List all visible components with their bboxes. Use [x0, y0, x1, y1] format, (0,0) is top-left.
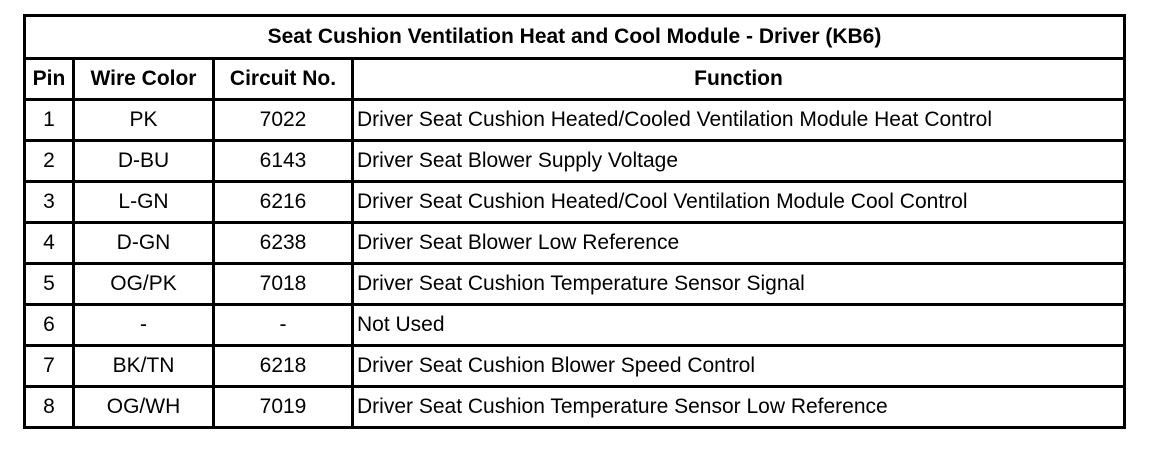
- table-row: 7 BK/TN 6218 Driver Seat Cushion Blower Spe…: [23, 344, 1126, 388]
- circuit-no-cell: 7019: [212, 385, 354, 429]
- wire-color-cell: BK/TN: [72, 344, 215, 388]
- table-row: 1 PK 7022 Driver Seat Cushion Heated/Cooled…: [23, 98, 1126, 142]
- circuit-no-cell: 7018: [212, 262, 354, 306]
- function-cell: Not Used: [351, 303, 1126, 347]
- pin-cell: 6: [23, 303, 75, 347]
- pin-cell: 4: [23, 221, 75, 265]
- table-title: Seat Cushion Ventilation Heat and Cool M…: [23, 14, 1126, 60]
- wire-color-cell: D-BU: [72, 139, 215, 183]
- pin-cell: 1: [23, 98, 75, 142]
- pin-cell: 2: [23, 139, 75, 183]
- table-row: 5 OG/PK 7018 Driver Seat Cushion Temperatur…: [23, 262, 1126, 306]
- header-function: Function: [351, 57, 1126, 101]
- circuit-no-cell: -: [212, 303, 354, 347]
- connector-pinout-table: Seat Cushion Ventilation Heat and Cool M…: [23, 14, 1126, 429]
- circuit-no-cell: 6143: [212, 139, 354, 183]
- header-pin: Pin: [23, 57, 75, 101]
- pin-cell: 5: [23, 262, 75, 306]
- wire-color-cell: PK: [72, 98, 215, 142]
- circuit-no-cell: 6218: [212, 344, 354, 388]
- pin-cell: 7: [23, 344, 75, 388]
- function-cell: Driver Seat Cushion Heated/Cooled Ventil…: [351, 98, 1126, 142]
- function-cell: Driver Seat Blower Low Reference: [351, 221, 1126, 265]
- wire-color-cell: OG/PK: [72, 262, 215, 306]
- table-row: 3 L-GN 6216 Driver Seat Cushion Heated/Cool…: [23, 180, 1126, 224]
- wire-color-cell: OG/WH: [72, 385, 215, 429]
- table-row: 6- - Not Used: [23, 303, 1126, 347]
- table-row: 4 D-GN 6238 Driver Seat Blower Low Referenc…: [23, 221, 1126, 265]
- header-circuit-no: Circuit No.: [212, 57, 354, 101]
- pin-cell: 3: [23, 180, 75, 224]
- wire-color-cell: D-GN: [72, 221, 215, 265]
- wire-color-cell: L-GN: [72, 180, 215, 224]
- function-cell: Driver Seat Cushion Blower Speed Control: [351, 344, 1126, 388]
- circuit-no-cell: 7022: [212, 98, 354, 142]
- table-row: 2 D-BU 6143 Driver Seat Blower Supply Volta…: [23, 139, 1126, 183]
- pin-cell: 8: [23, 385, 75, 429]
- function-cell: Driver Seat Cushion Temperature Sensor L…: [351, 385, 1126, 429]
- function-cell: Driver Seat Blower Supply Voltage: [351, 139, 1126, 183]
- wire-color-cell: -: [72, 303, 215, 347]
- function-cell: Driver Seat Cushion Temperature Sensor S…: [351, 262, 1126, 306]
- header-wire-color: Wire Color: [72, 57, 215, 101]
- circuit-no-cell: 6238: [212, 221, 354, 265]
- function-cell: Driver Seat Cushion Heated/Cool Ventilat…: [351, 180, 1126, 224]
- table-row: 8 OG/WH 7019 Driver Seat Cushion Temperatur…: [23, 385, 1126, 429]
- circuit-no-cell: 6216: [212, 180, 354, 224]
